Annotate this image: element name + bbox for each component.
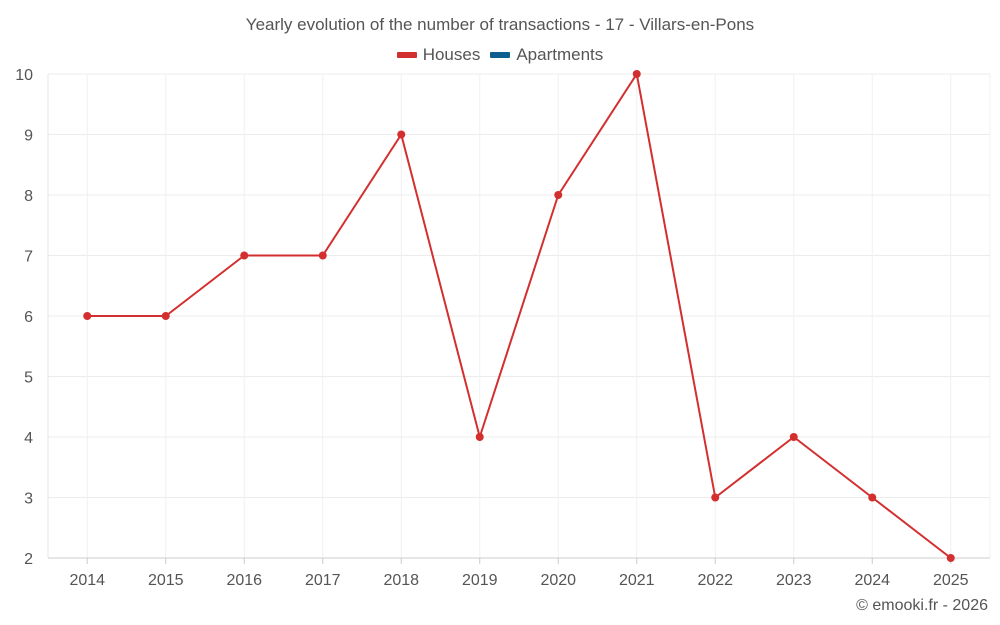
y-tick-label: 5 (24, 370, 33, 387)
data-point (83, 312, 92, 320)
data-point (868, 493, 877, 502)
x-tick-label: 2020 (540, 572, 576, 589)
series-line-houses (87, 73, 952, 559)
x-tick-label: 2016 (226, 572, 262, 589)
x-tick-label: 2015 (148, 572, 184, 589)
x-tick-label: 2017 (305, 572, 341, 589)
x-tick-label: 2021 (619, 572, 655, 589)
y-tick-label: 9 (24, 128, 33, 145)
data-point (318, 251, 327, 260)
x-tick-label: 2019 (462, 572, 498, 589)
legend-item-apartments[interactable]: Apartments (490, 45, 603, 65)
y-tick-label: 3 (24, 491, 33, 508)
y-tick-label: 8 (24, 188, 33, 205)
data-point (946, 554, 955, 562)
legend-swatch-houses (396, 52, 417, 58)
data-point (789, 433, 798, 441)
y-tick-label: 7 (24, 249, 33, 266)
legend-label-apartments: Apartments (516, 45, 604, 64)
data-point (161, 312, 170, 320)
data-point (554, 191, 563, 199)
y-tick-label: 10 (15, 67, 33, 84)
legend: Houses Apartments (0, 45, 1000, 65)
x-tick-label: 2024 (854, 572, 890, 589)
data-point (711, 493, 720, 502)
chart-title: Yearly evolution of the number of transa… (245, 15, 755, 34)
legend-item-houses[interactable]: Houses (396, 45, 481, 65)
y-tick-label: 2 (24, 551, 33, 568)
x-tick-label: 2025 (933, 572, 969, 589)
x-tick-label: 2022 (697, 572, 733, 589)
data-point (632, 70, 641, 78)
legend-swatch-apartments (490, 52, 511, 58)
legend-label-houses: Houses (422, 45, 481, 64)
x-tick-label: 2023 (776, 572, 812, 589)
data-point (397, 130, 406, 139)
data-point (475, 433, 484, 441)
credit-text: © emooki.fr - 2026 (856, 597, 988, 614)
x-tick-label: 2014 (69, 572, 105, 589)
x-tick-label: 2018 (383, 572, 419, 589)
y-tick-label: 4 (24, 430, 33, 447)
y-tick-label: 6 (24, 309, 33, 326)
data-point (240, 251, 249, 260)
